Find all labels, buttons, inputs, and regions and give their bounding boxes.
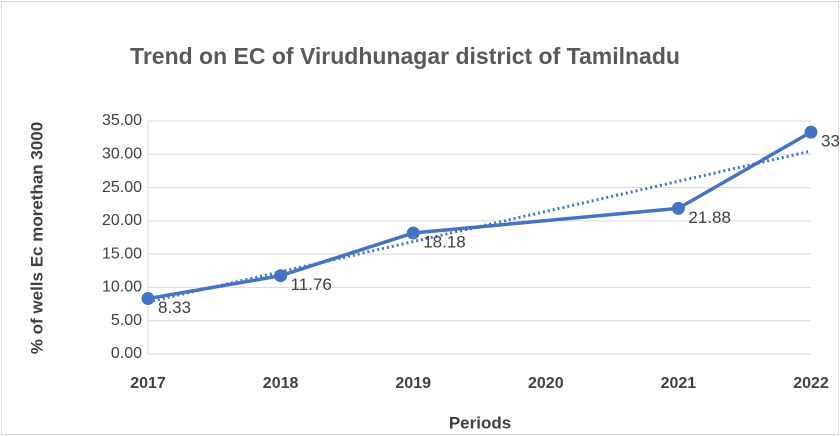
marker xyxy=(141,292,155,306)
data-label: 21.88 xyxy=(688,208,731,227)
x-axis-label: Periods xyxy=(449,413,511,432)
marker xyxy=(274,269,288,283)
y-tick-label: 5.00 xyxy=(111,312,142,329)
x-tick-label: 2018 xyxy=(263,375,299,392)
marker xyxy=(406,226,420,240)
y-tick-label: 0.00 xyxy=(111,345,142,362)
data-label: 8.33 xyxy=(158,298,191,317)
x-tick-label: 2017 xyxy=(130,375,166,392)
marker xyxy=(671,201,685,215)
y-axis-label: % of wells Ec morethan 3000 xyxy=(27,122,46,354)
y-tick-label: 25.00 xyxy=(102,179,142,196)
chart-title: Trend on EC of Virudhunagar district of … xyxy=(130,43,680,69)
y-tick-label: 30.00 xyxy=(102,146,142,163)
x-tick-label: 2022 xyxy=(793,375,829,392)
trend-line xyxy=(147,149,812,304)
marker xyxy=(804,125,818,139)
x-tick-label: 2021 xyxy=(661,375,697,392)
y-tick-label: 10.00 xyxy=(102,279,142,296)
x-tick-label: 2020 xyxy=(528,375,564,392)
data-label: 18.18 xyxy=(423,232,466,251)
x-tick-label: 2019 xyxy=(395,375,431,392)
y-tick-label: 35.00 xyxy=(102,112,142,129)
data-label: 33.33 xyxy=(821,132,840,151)
data-label: 11.76 xyxy=(291,275,332,294)
y-tick-label: 20.00 xyxy=(102,212,142,229)
y-tick-label: 15.00 xyxy=(102,245,142,262)
